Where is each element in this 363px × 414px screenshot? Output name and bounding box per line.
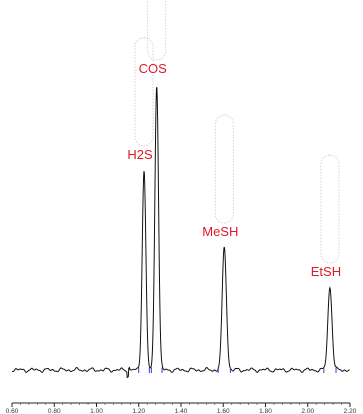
- peak-label-mesh: MeSH: [202, 224, 238, 239]
- x-tick-label-8: 2.20: [344, 408, 357, 414]
- peak-label-etsh: EtSH: [311, 264, 341, 279]
- x-tick-label-7: 2.00: [301, 408, 314, 414]
- peak-label-layer: H2S COS MeSH EtSH: [127, 61, 341, 279]
- peak-range-etsh: [320, 154, 340, 264]
- x-tick-label-2: 1.00: [90, 408, 103, 414]
- x-tick-label-5: 1.60: [217, 408, 230, 414]
- peak-label-h2s: H2S: [127, 147, 153, 162]
- peak-range-mesh: [214, 114, 234, 224]
- x-axis: 0.60 0.80 1.00 1.20 1.40 1.60 1.80 2.00 2.20: [6, 402, 357, 414]
- x-tick-label-1: 0.80: [48, 408, 61, 414]
- peak-label-cos: COS: [139, 61, 168, 76]
- peak-range-cos: [147, 0, 167, 61]
- peak-range-h2s: [134, 37, 154, 147]
- x-tick-label-3: 1.20: [132, 408, 145, 414]
- x-tick-label-6: 1.80: [259, 408, 272, 414]
- chromatogram-trace: [11, 87, 350, 379]
- baseline-marker-layer: [138, 367, 337, 373]
- x-tick-label-4: 1.40: [175, 408, 188, 414]
- x-tick-label-0: 0.60: [6, 408, 19, 414]
- peak-range-layer: [134, 0, 340, 264]
